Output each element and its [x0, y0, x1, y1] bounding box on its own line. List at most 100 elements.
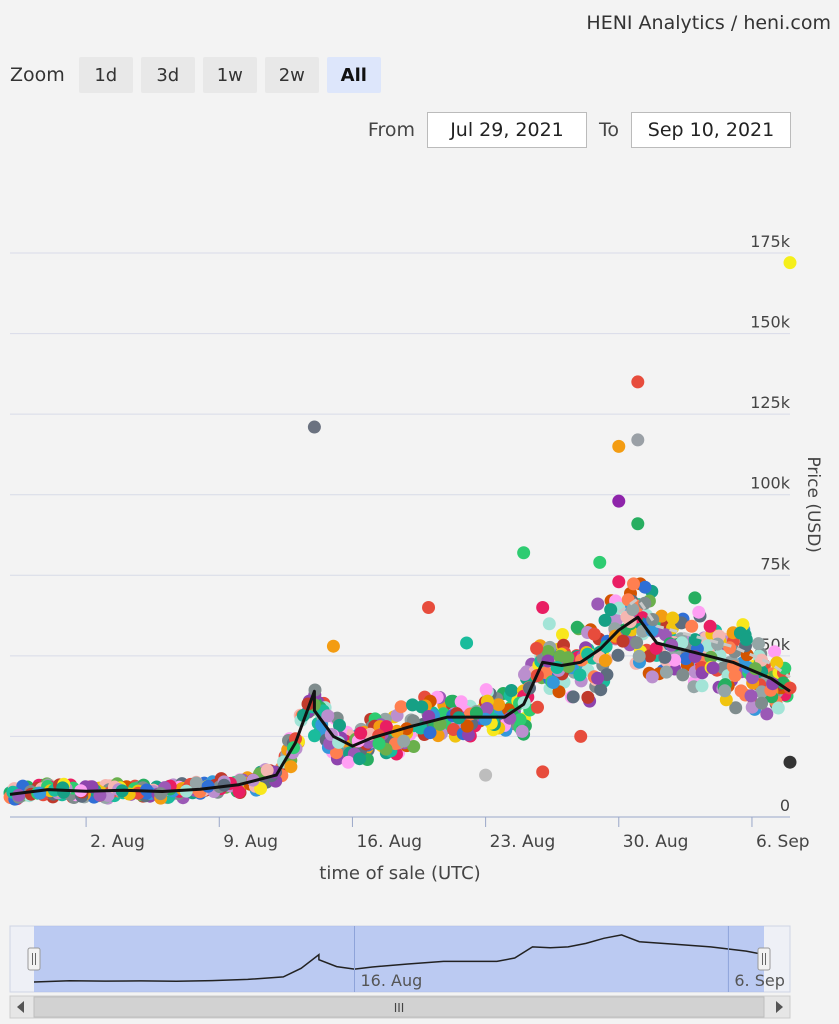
sale-point — [330, 746, 343, 760]
sale-point — [593, 555, 607, 569]
sale-point — [201, 779, 215, 793]
price-scatter-chart: 0 50k 75k 100k 125k 150k 175k 2. Aug 9. Aug 16. A… — [3, 232, 823, 884]
sale-point — [631, 433, 645, 447]
x-tick-label: 9. Aug — [223, 832, 278, 852]
from-date-input[interactable]: Jul 29, 2021 — [426, 112, 587, 148]
sale-point — [536, 601, 550, 615]
sale-point — [570, 620, 584, 634]
sale-point — [739, 633, 753, 646]
zoom-1d-button[interactable]: 1d — [78, 57, 133, 93]
sale-point — [415, 700, 429, 714]
sale-point — [729, 701, 743, 715]
sale-point — [56, 781, 70, 795]
sale-point — [611, 648, 625, 662]
sale-point — [479, 768, 493, 782]
sale-point — [701, 639, 715, 653]
from-label: From — [367, 119, 415, 141]
sale-point — [513, 713, 527, 727]
sale-point — [556, 628, 569, 641]
sale-point — [627, 577, 640, 591]
sale-point — [531, 700, 544, 714]
sales-points — [3, 577, 794, 806]
y-tick-label: 75k — [760, 554, 790, 573]
y-tick-label: 100k — [750, 474, 791, 493]
x-axis-label: time of sale (UTC) — [319, 863, 480, 884]
sale-point — [260, 763, 274, 777]
sale-point — [541, 645, 555, 658]
sale-point — [744, 689, 758, 703]
sale-point — [632, 649, 646, 663]
sale-point — [685, 619, 699, 633]
y-tick-label: 0 — [780, 796, 790, 815]
scroll-left-arrow-icon[interactable] — [17, 1001, 24, 1013]
sale-point — [666, 611, 680, 625]
trend-line — [9, 615, 791, 796]
sale-point — [480, 702, 494, 715]
zoom-all-button[interactable]: All — [326, 57, 381, 93]
sale-point — [33, 786, 47, 800]
sale-point — [581, 647, 595, 661]
sale-point — [422, 601, 436, 615]
y-tick-label: 125k — [750, 393, 791, 412]
scroll-right-arrow-icon[interactable] — [776, 1001, 783, 1013]
sale-point — [492, 698, 506, 712]
sale-point — [566, 690, 580, 704]
zoom-2w-button[interactable]: 2w — [264, 57, 319, 93]
sale-point — [353, 752, 367, 766]
sale-point — [688, 591, 702, 605]
sale-point — [638, 580, 652, 594]
sale-point — [321, 709, 335, 723]
x-tick-label: 30. Aug — [623, 832, 689, 852]
sale-point — [379, 720, 393, 734]
sale-point — [626, 603, 640, 616]
navigator-right-handle[interactable] — [757, 947, 771, 971]
y-tick-label: 175k — [750, 232, 791, 251]
sale-point — [630, 636, 644, 650]
navigator[interactable]: 16. Aug 6. Sep III — [0, 920, 839, 1024]
sale-point — [308, 729, 321, 743]
scrollbar-grip-label: III — [394, 1001, 405, 1015]
sale-point — [444, 694, 458, 708]
sale-point — [692, 605, 706, 619]
sale-point — [284, 760, 298, 774]
sale-point — [326, 639, 340, 653]
sale-point — [460, 719, 474, 733]
sale-point — [711, 637, 725, 651]
sale-point — [372, 737, 386, 750]
sale-point — [598, 654, 612, 667]
to-date-input[interactable]: Sep 10, 2021 — [631, 112, 791, 148]
to-label: To — [598, 119, 619, 141]
sale-point — [770, 656, 784, 670]
navigator-left-handle[interactable] — [27, 947, 41, 971]
sale-point — [676, 668, 690, 682]
sale-point — [658, 650, 672, 664]
x-tick-label: 23. Aug — [490, 832, 556, 852]
sale-point — [675, 636, 689, 650]
sale-point — [706, 661, 720, 675]
sale-point — [659, 665, 673, 679]
sale-point — [631, 517, 645, 531]
sale-point — [581, 690, 595, 704]
sale-point — [354, 726, 368, 740]
x-tick-label: 2. Aug — [90, 832, 145, 852]
sale-point — [598, 613, 612, 627]
sale-point — [783, 256, 797, 270]
sale-point — [574, 729, 588, 743]
navigator-label: 6. Sep — [734, 971, 785, 990]
date-range: From Jul 29, 2021 To Sep 10, 2021 — [368, 112, 791, 148]
y-axis-label: Price (USD) — [803, 456, 823, 552]
sale-point — [447, 723, 460, 736]
sale-point — [604, 603, 618, 617]
sale-point — [591, 597, 605, 611]
zoom-1w-button[interactable]: 1w — [202, 57, 257, 93]
sale-point — [341, 755, 355, 769]
sale-point — [189, 776, 203, 790]
scrollbar-thumb[interactable] — [33, 996, 765, 1018]
sale-point — [307, 420, 321, 434]
sale-point — [783, 755, 797, 769]
zoom-3d-button[interactable]: 3d — [140, 57, 195, 93]
sale-point — [397, 734, 411, 748]
sale-point — [771, 701, 785, 715]
sale-point — [479, 683, 493, 697]
sale-point — [631, 375, 645, 389]
